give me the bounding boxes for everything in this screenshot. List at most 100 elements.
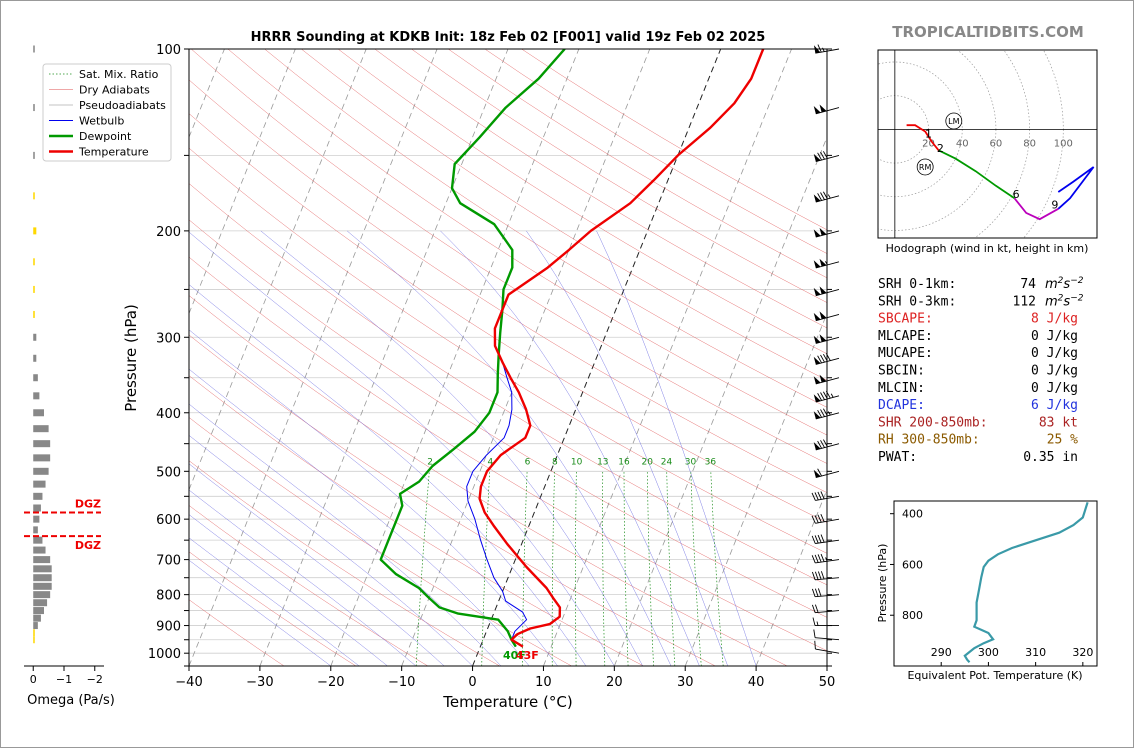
mixing-ratio-line [602, 471, 606, 666]
theta-e-panel: 290 300 310 320 400 600 800 [890, 501, 1093, 666]
barb-full [812, 617, 816, 626]
index-label: SHR 200-850mb: [878, 415, 988, 430]
barb-shaft [815, 648, 840, 654]
isotherm-line [613, 136, 827, 666]
barb-full [817, 44, 822, 53]
omega-bar [33, 492, 43, 500]
index-label: RH 300-850mb: [878, 433, 980, 448]
pseudoadiabat-line [189, 514, 388, 666]
barb-shaft [815, 377, 840, 385]
barb-shaft [815, 539, 840, 544]
barb-flag [813, 194, 821, 203]
skewt-plot-frame [188, 48, 828, 667]
dry-adiabat-line [374, 49, 827, 329]
omega-bar [33, 192, 35, 200]
barb-full [820, 491, 825, 500]
barb-flag [813, 45, 821, 54]
barb-flag [819, 258, 827, 267]
index-label: SBCIN: [878, 364, 925, 379]
index-label: SRH 0-1km: [878, 277, 956, 292]
dry-adiabat-line [301, 49, 827, 381]
pseudoadiabat-line [189, 489, 416, 666]
wind-barb [812, 617, 839, 627]
wind-barb [813, 258, 840, 269]
wind-barb [813, 390, 840, 403]
barb-flag [819, 374, 827, 383]
barb-full [817, 440, 823, 449]
legend: Sat. Mix. Ratio Dry Adiabats Pseudoadiabat… [42, 63, 172, 162]
dry-adiabat-line [189, 417, 572, 666]
legend-label: Temperature [78, 146, 149, 159]
dry-adiabat-line [337, 49, 827, 355]
theta-e-x-tick-label: 320 [1072, 646, 1093, 659]
dry-adiabat-line [411, 49, 827, 303]
dry-adiabat-line [189, 460, 500, 666]
theta-e-x-tick-label: 290 [931, 646, 952, 659]
theta-e-x-tick-label: 300 [978, 646, 999, 659]
mixing-ratio-line [690, 471, 702, 666]
barb-full [811, 515, 816, 524]
y-tick-label: 100 [156, 43, 181, 58]
wind-barb [811, 514, 840, 524]
mixing-ratio-label: 36 [705, 458, 717, 468]
barb-shaft [815, 518, 840, 524]
index-value: 0 J/kg [1031, 364, 1078, 379]
index-value: 0.35 in [1023, 450, 1078, 465]
barb-full [823, 353, 828, 362]
wind-barb [813, 151, 840, 163]
omega-bar [33, 546, 46, 554]
barb-full [820, 553, 825, 562]
dry-adiabat-line [189, 183, 827, 586]
omega-bar [33, 629, 35, 637]
omega-tick-label: 0 [30, 673, 37, 686]
legend-box [42, 63, 172, 162]
index-label: SBCAPE: [878, 312, 933, 327]
dry-adiabat-line [189, 113, 827, 523]
barb-half [822, 47, 825, 52]
mixing-ratio-label: 13 [597, 458, 608, 468]
dry-adiabat-line [189, 256, 827, 652]
pseudoadiabat-line [440, 230, 700, 666]
barb-full [817, 409, 823, 418]
barb-full [814, 492, 819, 501]
barb-flag [819, 227, 827, 236]
omega-bar [33, 310, 35, 318]
barb-full [814, 640, 816, 650]
barb-full [811, 492, 816, 501]
barb-full [813, 629, 816, 638]
x-tick-label: 50 [819, 675, 836, 690]
dry-adiabat-line [227, 49, 827, 436]
barb-full [817, 393, 823, 401]
hodograph-ring-label: 40 [956, 138, 969, 149]
dry-adiabat-line [264, 49, 827, 408]
omega-bar [33, 104, 35, 112]
barb-full [817, 514, 822, 523]
mixing-ratio-label: 4 [487, 458, 493, 468]
wind-barb [813, 104, 840, 115]
wind-barbs [811, 44, 840, 654]
wind-barb [813, 334, 840, 344]
dry-adiabat-line [189, 295, 788, 666]
omega-bar [33, 333, 37, 341]
barb-half [827, 411, 831, 416]
dry-adiabat-line [189, 551, 357, 666]
omega-bar [33, 582, 52, 590]
y-tick-label: 700 [156, 554, 181, 569]
barb-shaft [815, 314, 840, 322]
barb-full [820, 192, 825, 200]
wind-barb [811, 571, 840, 581]
omega-bar [33, 636, 35, 644]
x-tick-label: −20 [317, 675, 344, 690]
omega-bar [33, 227, 37, 235]
barb-full [814, 515, 819, 523]
omega-tick-label: −1 [56, 673, 72, 686]
legend-label: Pseudoadiabats [79, 99, 166, 112]
barb-flag [813, 394, 821, 403]
omega-bar [33, 467, 49, 475]
y-tick-label: 1000 [148, 647, 181, 662]
barb-shaft [815, 288, 840, 297]
x-axis-label: Temperature (°C) [442, 693, 572, 711]
barb-full [820, 151, 825, 160]
index-label: DCAPE: [878, 398, 925, 413]
